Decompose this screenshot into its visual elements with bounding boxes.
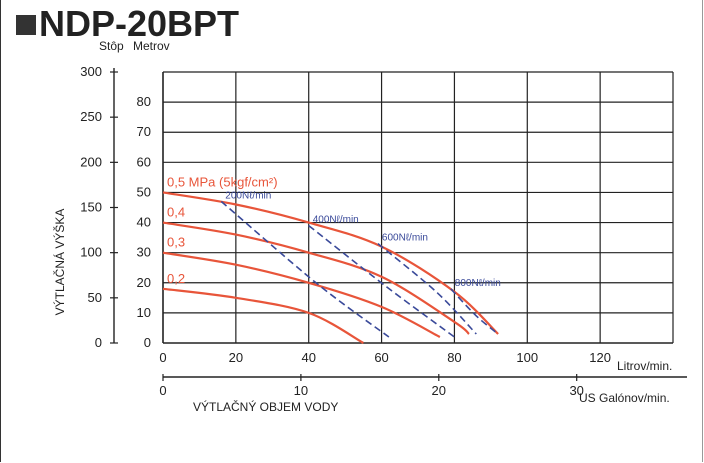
- y-tick-m: 0: [144, 335, 151, 350]
- y-axis-label: VÝTLAČNÁ VÝŠKA: [52, 209, 67, 316]
- y-tick-ft: 100: [80, 245, 102, 260]
- axes: [110, 68, 688, 381]
- x-tick-lpm: 20: [229, 350, 243, 365]
- pressure-label: 0,5 MPa (5kgf/cm²): [167, 174, 278, 189]
- pressure-curve: [162, 251, 441, 338]
- x-tick-lpm: 40: [301, 350, 315, 365]
- y-unit-ft: Stôp: [99, 39, 124, 53]
- air-curve: [377, 242, 477, 335]
- x-tick-gpm: 30: [569, 383, 583, 398]
- x-tick-lpm: 120: [589, 350, 611, 365]
- y-tick-m: 10: [137, 305, 151, 320]
- x-tick-lpm: 60: [374, 350, 388, 365]
- x-tick-gpm: 20: [432, 383, 446, 398]
- x-axis-label: VÝTLAČNÝ OBJEM VODY: [193, 399, 338, 414]
- air-label: 600Nℓ/min: [382, 233, 428, 244]
- y-unit-m: Metrov: [133, 39, 170, 53]
- x-unit-gpm: US Galónov/min.: [579, 391, 670, 405]
- y-tick-m: 30: [137, 245, 151, 260]
- y-tick-m: 80: [137, 94, 151, 109]
- air-label: 200Nℓ/min: [225, 190, 271, 201]
- y-tick-ft: 150: [80, 200, 102, 215]
- y-tick-ft: 250: [80, 109, 102, 124]
- y-tick-ft: 50: [88, 290, 102, 305]
- x-tick-gpm: 0: [159, 383, 166, 398]
- pressure-label: 0,3: [167, 235, 185, 250]
- pressure-label: 0,4: [167, 205, 185, 220]
- curves: [162, 191, 499, 344]
- x-tick-gpm: 10: [294, 383, 308, 398]
- y-tick-m: 60: [137, 154, 151, 169]
- x-tick-lpm: 0: [159, 350, 166, 365]
- pressure-curve: [162, 221, 470, 335]
- x-tick-lpm: 80: [447, 350, 461, 365]
- y-tick-m: 50: [137, 184, 151, 199]
- y-tick-ft: 200: [80, 154, 102, 169]
- series-labels: 0,5 MPa (5kgf/cm²) 0,4 0,3 0,2 200Nℓ/min 400N…: [167, 174, 501, 288]
- title-square-icon: [16, 15, 36, 35]
- air-curve: [450, 288, 499, 335]
- grid: [162, 71, 674, 344]
- x-unit-lpm: Litrov/min.: [617, 359, 672, 373]
- x-tick-lpm: 100: [516, 350, 538, 365]
- air-label: 400Nℓ/min: [313, 215, 359, 226]
- chart-title: NDP-20BPT: [39, 3, 239, 44]
- y-tick-ft: 300: [80, 64, 102, 79]
- air-label: 800Nℓ/min: [455, 278, 501, 289]
- y-tick-ft: 0: [95, 335, 102, 350]
- y-tick-m: 70: [137, 124, 151, 139]
- air-curve: [308, 224, 455, 338]
- y-tick-m: 20: [137, 275, 151, 290]
- pressure-label: 0,2: [167, 271, 185, 286]
- pressure-curve: [162, 287, 364, 344]
- air-curve: [220, 200, 390, 338]
- y-tick-m: 40: [137, 215, 151, 230]
